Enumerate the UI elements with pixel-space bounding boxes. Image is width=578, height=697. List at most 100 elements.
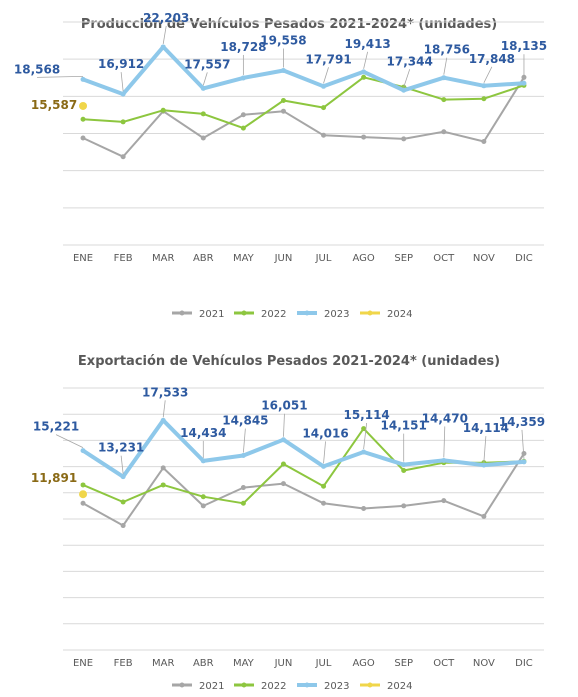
data-point-2022 bbox=[361, 74, 367, 80]
x-tick-label: JUL bbox=[315, 658, 332, 669]
data-label: 15,587 bbox=[31, 98, 77, 112]
data-point-2021 bbox=[441, 498, 447, 504]
data-point-2022 bbox=[160, 482, 166, 488]
data-point-2023 bbox=[481, 462, 487, 468]
data-point-2023 bbox=[160, 44, 166, 50]
x-tick-label: ENE bbox=[73, 658, 93, 669]
data-point-2021 bbox=[401, 136, 407, 142]
data-label: 18,135 bbox=[501, 39, 547, 53]
x-tick-label: AGO bbox=[352, 253, 374, 264]
data-point-2021 bbox=[200, 503, 206, 509]
data-label: 19,413 bbox=[344, 37, 390, 51]
x-tick-label: JUL bbox=[315, 253, 332, 264]
data-point-2021 bbox=[240, 112, 246, 118]
data-label-leader bbox=[483, 436, 487, 463]
series-line-2023 bbox=[81, 418, 526, 479]
data-point-2023 bbox=[240, 75, 246, 81]
x-tick-label: FEB bbox=[114, 658, 133, 669]
data-label: 17,848 bbox=[469, 52, 515, 66]
series-line-2023 bbox=[81, 44, 526, 97]
data-point-2024 bbox=[79, 490, 88, 499]
data-label-leader bbox=[363, 51, 369, 69]
data-point-2023 bbox=[280, 437, 286, 443]
data-point-2022 bbox=[120, 119, 126, 125]
data-point-2021 bbox=[280, 481, 286, 487]
chart-2: Exportación de Vehículos Pesados 2021-20… bbox=[31, 354, 545, 692]
data-label-leader bbox=[37, 75, 84, 78]
series-line-2021 bbox=[82, 76, 525, 158]
data-label: 11,891 bbox=[31, 471, 77, 485]
x-tick-label: ENE bbox=[73, 253, 93, 264]
data-point-2022 bbox=[481, 96, 487, 102]
data-label-leader bbox=[202, 72, 208, 86]
legend-marker-2023 bbox=[304, 310, 310, 316]
data-label: 17,557 bbox=[184, 57, 230, 71]
data-point-2022 bbox=[361, 426, 367, 432]
data-label-leader bbox=[443, 57, 448, 75]
data-label-leader bbox=[521, 429, 525, 459]
data-point-2022 bbox=[280, 97, 286, 103]
data-point-2023 bbox=[361, 69, 367, 75]
x-tick-label: SEP bbox=[394, 253, 413, 264]
data-point-2021 bbox=[160, 465, 166, 471]
x-tick-label: OCT bbox=[433, 253, 455, 264]
data-label-leader bbox=[363, 422, 368, 450]
data-label: 18,568 bbox=[14, 62, 60, 76]
data-point-2023 bbox=[240, 453, 246, 459]
data-point-2022 bbox=[200, 494, 206, 500]
data-point-2023 bbox=[481, 83, 487, 89]
data-point-2021 bbox=[321, 500, 327, 506]
data-label-leader bbox=[483, 66, 493, 83]
data-label: 18,756 bbox=[424, 43, 470, 57]
data-point-2021 bbox=[80, 135, 86, 141]
data-point-2022 bbox=[80, 482, 86, 488]
data-point-2022 bbox=[401, 468, 407, 474]
legend-label: 2022 bbox=[261, 681, 286, 692]
data-point-2021 bbox=[120, 523, 126, 529]
x-tick-label: OCT bbox=[433, 658, 455, 669]
data-point-2023 bbox=[521, 459, 527, 465]
data-point-2022 bbox=[120, 499, 126, 505]
legend-label: 2022 bbox=[261, 309, 286, 320]
x-tick-label: AGO bbox=[352, 658, 374, 669]
x-tick-label: ABR bbox=[193, 658, 214, 669]
data-point-2021 bbox=[481, 513, 487, 519]
data-point-2023 bbox=[80, 76, 86, 82]
x-tick-label: JUN bbox=[274, 253, 293, 264]
data-point-2023 bbox=[361, 449, 367, 455]
x-tick-label: NOV bbox=[473, 658, 495, 669]
x-tick-label: MAY bbox=[233, 658, 255, 669]
chart-title: Producción de Vehículos Pesados 2021-202… bbox=[81, 17, 497, 32]
data-label: 14,359 bbox=[499, 415, 545, 429]
data-point-2021 bbox=[481, 139, 487, 145]
legend-label: 2024 bbox=[387, 681, 412, 692]
data-point-2022 bbox=[321, 105, 327, 111]
series-line-2022 bbox=[82, 76, 525, 130]
data-label: 14,151 bbox=[381, 419, 427, 433]
series-2024 bbox=[79, 490, 88, 499]
data-label: 14,845 bbox=[222, 414, 268, 428]
series-line-2021 bbox=[82, 452, 525, 527]
data-label: 14,470 bbox=[422, 411, 468, 425]
data-label: 16,051 bbox=[261, 399, 307, 413]
chart-title: Exportación de Vehículos Pesados 2021-20… bbox=[78, 354, 500, 369]
legend: 2021 2022 2023 2024 bbox=[172, 309, 412, 320]
data-label: 15,221 bbox=[33, 420, 79, 434]
data-label: 19,558 bbox=[260, 34, 306, 48]
data-label-leader bbox=[162, 400, 166, 418]
series-2023 bbox=[80, 417, 527, 480]
data-point-2023 bbox=[280, 68, 286, 74]
legend-marker-2022 bbox=[241, 682, 247, 688]
data-point-2023 bbox=[321, 463, 327, 469]
legend-marker-2024 bbox=[367, 310, 373, 316]
legend-label: 2023 bbox=[324, 309, 349, 320]
data-point-2022 bbox=[441, 97, 447, 103]
data-label-leader bbox=[283, 413, 285, 437]
data-point-2022 bbox=[160, 107, 166, 113]
series-2021 bbox=[80, 451, 527, 529]
data-point-2023 bbox=[80, 448, 86, 454]
data-point-2021 bbox=[361, 506, 367, 512]
data-point-2023 bbox=[200, 85, 206, 91]
x-tick-label: DIC bbox=[515, 253, 533, 264]
